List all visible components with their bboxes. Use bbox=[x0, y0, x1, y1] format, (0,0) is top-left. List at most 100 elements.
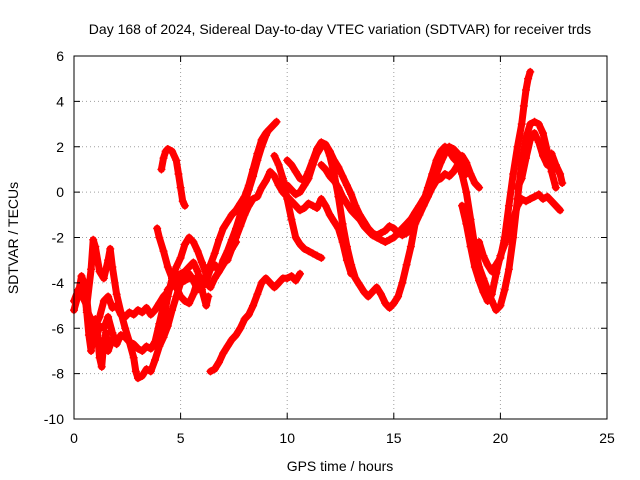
data-point bbox=[521, 154, 530, 163]
data-point bbox=[257, 278, 266, 287]
data-point bbox=[381, 238, 390, 247]
data-point bbox=[197, 285, 206, 294]
data-point bbox=[189, 290, 198, 299]
data-point bbox=[253, 156, 262, 165]
data-point bbox=[131, 367, 140, 376]
data-point bbox=[377, 290, 386, 299]
y-tick-label: -2 bbox=[52, 230, 65, 246]
data-point bbox=[389, 224, 398, 233]
data-point bbox=[364, 292, 373, 301]
data-point bbox=[521, 197, 530, 206]
data-point bbox=[513, 201, 522, 210]
data-point bbox=[521, 86, 530, 95]
data-point bbox=[159, 247, 168, 256]
data-point bbox=[142, 303, 151, 312]
x-tick-label: 20 bbox=[493, 430, 509, 446]
data-point bbox=[108, 335, 117, 344]
data-point bbox=[142, 342, 151, 351]
data-point bbox=[146, 310, 155, 319]
data-point bbox=[534, 120, 543, 129]
data-point bbox=[291, 190, 300, 199]
data-point bbox=[517, 194, 526, 203]
data-point bbox=[80, 290, 89, 299]
data-point bbox=[159, 154, 168, 163]
y-tick-label: -6 bbox=[52, 320, 65, 336]
data-point bbox=[534, 190, 543, 199]
data-point bbox=[283, 274, 292, 283]
data-point bbox=[180, 201, 189, 210]
data-point bbox=[449, 167, 458, 176]
series-line bbox=[157, 145, 189, 210]
data-point bbox=[317, 160, 326, 169]
data-point bbox=[313, 251, 322, 260]
data-point bbox=[278, 174, 287, 183]
data-point bbox=[295, 188, 304, 197]
data-point bbox=[440, 169, 449, 178]
data-point bbox=[202, 301, 211, 310]
data-point bbox=[244, 201, 253, 210]
data-point bbox=[180, 267, 189, 276]
data-point bbox=[308, 156, 317, 165]
data-point bbox=[232, 233, 241, 242]
data-point bbox=[193, 276, 202, 285]
data-point bbox=[104, 312, 113, 321]
data-point bbox=[351, 201, 360, 210]
data-point bbox=[180, 240, 189, 249]
data-point bbox=[462, 219, 471, 228]
data-point bbox=[342, 181, 351, 190]
data-point bbox=[121, 312, 130, 321]
data-point bbox=[317, 138, 326, 147]
data-point bbox=[470, 262, 479, 271]
data-point bbox=[419, 197, 428, 206]
data-point bbox=[133, 374, 142, 383]
data-point bbox=[330, 217, 339, 226]
data-point bbox=[543, 160, 552, 169]
data-point bbox=[125, 337, 134, 346]
data-point bbox=[153, 224, 162, 233]
data-point bbox=[236, 324, 245, 333]
data-point bbox=[172, 156, 181, 165]
data-point bbox=[266, 167, 275, 176]
data-point bbox=[475, 183, 484, 192]
data-point bbox=[534, 138, 543, 147]
data-point bbox=[180, 276, 189, 285]
data-point bbox=[104, 292, 113, 301]
data-point bbox=[287, 272, 296, 281]
data-point bbox=[398, 224, 407, 233]
data-point bbox=[116, 310, 125, 319]
data-point bbox=[101, 328, 110, 337]
series-line bbox=[153, 127, 272, 307]
data-point bbox=[133, 306, 142, 315]
data-point bbox=[295, 174, 304, 183]
data-point bbox=[496, 301, 505, 310]
data-point bbox=[317, 253, 326, 262]
data-point bbox=[87, 265, 96, 274]
data-point bbox=[210, 274, 219, 283]
x-tick-label: 0 bbox=[70, 430, 78, 446]
data-point bbox=[121, 324, 130, 333]
data-point bbox=[89, 235, 98, 244]
data-point bbox=[347, 206, 356, 215]
data-point bbox=[436, 147, 445, 156]
data-point bbox=[304, 199, 313, 208]
data-point bbox=[112, 290, 121, 299]
data-point bbox=[227, 244, 236, 253]
data-point bbox=[227, 210, 236, 219]
data-point bbox=[232, 331, 241, 340]
data-point bbox=[308, 201, 317, 210]
data-point bbox=[547, 149, 556, 158]
data-point bbox=[492, 260, 501, 269]
data-point bbox=[402, 260, 411, 269]
data-point bbox=[168, 274, 177, 283]
data-layer bbox=[70, 67, 567, 383]
data-point bbox=[402, 228, 411, 237]
y-tick-label: -8 bbox=[52, 366, 65, 382]
data-point bbox=[385, 303, 394, 312]
data-point bbox=[359, 287, 368, 296]
data-point bbox=[526, 194, 535, 203]
data-point bbox=[432, 156, 441, 165]
data-point bbox=[84, 331, 93, 340]
data-point bbox=[193, 267, 202, 276]
data-point bbox=[163, 145, 172, 154]
